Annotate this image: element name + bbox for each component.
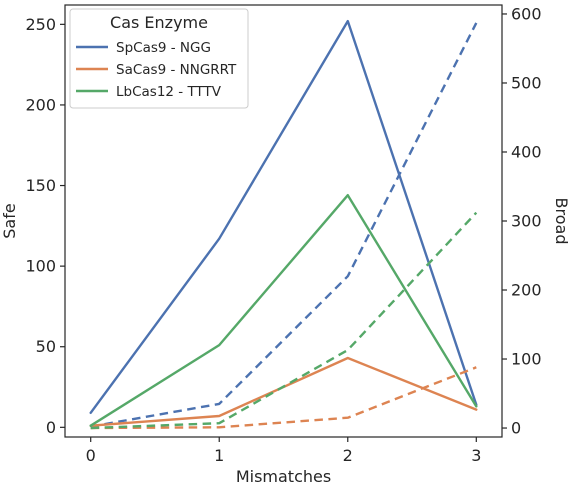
x-tick-label: 1 <box>214 446 224 465</box>
right-tick-label: 500 <box>511 73 542 92</box>
x-tick-label: 0 <box>86 446 96 465</box>
safe-line-spcas9-ngg <box>89 19 478 414</box>
right-tick-label: 600 <box>511 4 542 23</box>
left-tick-label: 100 <box>25 257 56 276</box>
legend: Cas Enzyme SpCas9 - NGG SaCas9 - NNGRRT Lb… <box>69 8 249 109</box>
right-axis-label: Broad <box>552 198 568 245</box>
safe-line-lbcas12-tttv <box>89 193 478 427</box>
x-axis-ticks: 0 1 2 3 <box>86 437 481 465</box>
x-tick-label: 2 <box>343 446 353 465</box>
left-axis-label: Safe <box>0 203 19 238</box>
legend-label-spcas9-ngg: SpCas9 - NGG <box>116 40 211 56</box>
left-tick-label: 0 <box>46 418 56 437</box>
right-tick-label: 100 <box>511 350 542 369</box>
broad-line-spcas9-ngg <box>90 22 478 428</box>
broad-line-sacas9-nngrrt <box>90 366 477 430</box>
legend-label-sacas9-nngrrt: SaCas9 - NNGRRT <box>116 62 237 78</box>
legend-title: Cas Enzyme <box>110 13 208 32</box>
legend-box <box>69 8 249 109</box>
right-tick-label: 200 <box>511 281 542 300</box>
left-tick-label: 50 <box>36 337 56 356</box>
left-axis-ticks: 0 50 100 150 200 250 <box>25 15 65 437</box>
legend-entries: SpCas9 - NGG SaCas9 - NNGRRT LbCas12 - TTT… <box>76 40 237 100</box>
broad-line-lbcas12-tttv <box>90 211 478 430</box>
right-tick-label: 0 <box>511 419 521 438</box>
right-tick-label: 300 <box>511 212 542 231</box>
left-tick-label: 200 <box>25 95 56 114</box>
legend-label-lbcas12-tttv: LbCas12 - TTTV <box>116 84 222 100</box>
left-tick-label: 150 <box>25 176 56 195</box>
right-axis-ticks: 0 100 200 300 400 500 600 <box>502 4 542 438</box>
x-tick-label: 3 <box>471 446 481 465</box>
right-tick-label: 400 <box>511 142 542 161</box>
x-axis-label: Mismatches <box>236 467 331 486</box>
series-lines-layer <box>89 19 478 430</box>
left-tick-label: 250 <box>25 15 56 34</box>
